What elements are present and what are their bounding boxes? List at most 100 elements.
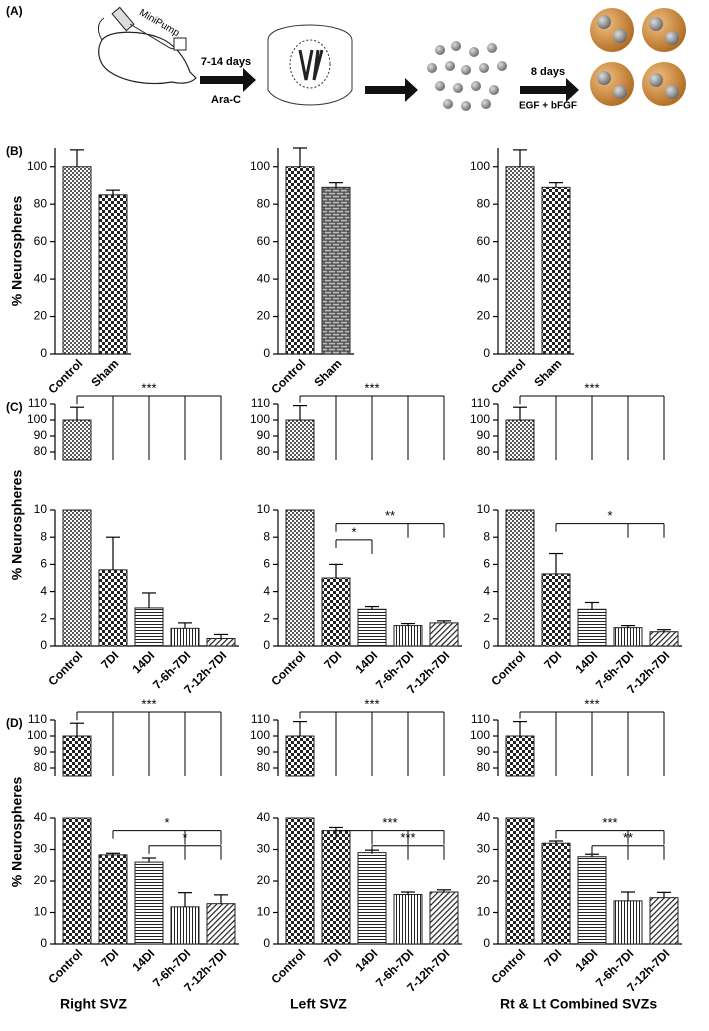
y-tick-label: 30 — [34, 842, 48, 856]
bar — [505, 166, 535, 355]
x-tick-label: 7DI — [541, 946, 564, 969]
y-tick-label: 110 — [251, 396, 270, 410]
y-tick-label: 4 — [40, 584, 47, 598]
y-tick-label: 8 — [483, 529, 490, 543]
panel-label: (B) — [6, 144, 23, 158]
significance: *** — [584, 696, 599, 711]
y-tick-label: 6 — [263, 557, 270, 571]
cells — [427, 41, 507, 111]
y-tick-label: 0 — [263, 346, 270, 360]
y-tick-label: 20 — [477, 309, 491, 323]
significance: ** — [623, 830, 633, 845]
x-tick-label: 7DI — [541, 648, 564, 671]
x-tick-label: 14DI — [573, 946, 601, 974]
bar — [321, 186, 351, 355]
y-tick-label: 2 — [40, 611, 47, 625]
y-tick-label: 110 — [471, 712, 490, 726]
x-tick-label: 7DI — [98, 946, 121, 969]
y-tick-label: 100 — [27, 412, 47, 426]
bar — [206, 638, 236, 647]
y-tick-label: 20 — [257, 873, 271, 887]
y-tick-label: 40 — [34, 271, 48, 285]
y-tick-label: 80 — [257, 444, 271, 458]
y-tick-label: 100 — [27, 159, 47, 173]
y-tick-label: 4 — [483, 584, 490, 598]
arrow — [520, 78, 579, 102]
y-tick-label: 100 — [250, 728, 270, 742]
y-tick-label: 0 — [483, 346, 490, 360]
bar — [285, 166, 315, 355]
bar — [505, 509, 535, 647]
panel-label: (D) — [6, 716, 23, 730]
bar — [541, 573, 571, 647]
bar — [170, 627, 200, 647]
y-tick-label: 10 — [34, 905, 48, 919]
y-tick-label: 40 — [34, 810, 48, 824]
y-tick-label: 100 — [27, 728, 47, 742]
bar — [285, 735, 315, 777]
y-tick-label: 80 — [34, 760, 48, 774]
y-tick-label: 110 — [471, 396, 490, 410]
bar — [541, 842, 571, 945]
y-tick-label: 0 — [483, 936, 490, 950]
bar — [134, 861, 164, 945]
svz — [289, 39, 331, 89]
arrow — [365, 78, 418, 102]
bar — [321, 830, 351, 945]
x-tick-label: 14DI — [353, 648, 381, 676]
significance: *** — [400, 830, 415, 845]
bar — [62, 419, 92, 461]
y-tick-label: 60 — [34, 234, 48, 248]
x-tick-label: Sham — [311, 356, 344, 389]
y-axis-label: % Neurospheres — [9, 777, 25, 888]
y-tick-label: 8 — [40, 529, 47, 543]
bar — [505, 735, 535, 777]
neurospheres — [590, 8, 686, 106]
bar — [429, 891, 459, 945]
bar — [285, 817, 315, 945]
y-tick-label: 100 — [250, 159, 270, 173]
bar — [541, 186, 571, 355]
significance: *** — [584, 380, 599, 395]
bar — [134, 607, 164, 647]
y-tick-label: 40 — [477, 271, 491, 285]
y-tick-label: 90 — [477, 744, 491, 758]
x-tick-label: 14DI — [130, 946, 158, 974]
y-tick-label: 110 — [28, 396, 47, 410]
y-tick-label: 10 — [477, 905, 491, 919]
bar — [206, 903, 236, 945]
y-tick-label: 0 — [40, 936, 47, 950]
x-tick-label: Control — [268, 946, 308, 986]
y-tick-label: 110 — [251, 712, 270, 726]
bar — [505, 817, 535, 945]
x-tick-label: 14DI — [130, 648, 158, 676]
y-tick-label: 20 — [257, 309, 271, 323]
bar — [393, 625, 423, 647]
cannula — [173, 37, 187, 51]
bar — [505, 419, 535, 461]
y-tick-label: 80 — [477, 760, 491, 774]
pump — [111, 6, 135, 32]
step-label: Ara-C — [211, 94, 241, 106]
x-tick-label: Control — [45, 648, 85, 688]
y-tick-label: 2 — [483, 611, 490, 625]
bar — [62, 166, 92, 355]
step-label: EGF + bFGF — [519, 101, 577, 112]
y-tick-label: 90 — [34, 744, 48, 758]
y-tick-label: 40 — [257, 271, 271, 285]
y-tick-label: 30 — [477, 842, 491, 856]
y-tick-label: 0 — [263, 936, 270, 950]
significance: *** — [602, 815, 617, 830]
y-tick-label: 20 — [34, 873, 48, 887]
ventricles — [298, 49, 324, 81]
bar — [98, 194, 128, 355]
significance: *** — [364, 380, 379, 395]
y-tick-label: 100 — [250, 412, 270, 426]
bar — [98, 569, 128, 647]
x-tick-label: 14DI — [353, 946, 381, 974]
significance: *** — [141, 380, 156, 395]
x-tick-label: Control — [268, 356, 308, 396]
column-label: Left SVZ — [290, 996, 347, 1012]
y-tick-label: 100 — [470, 728, 490, 742]
